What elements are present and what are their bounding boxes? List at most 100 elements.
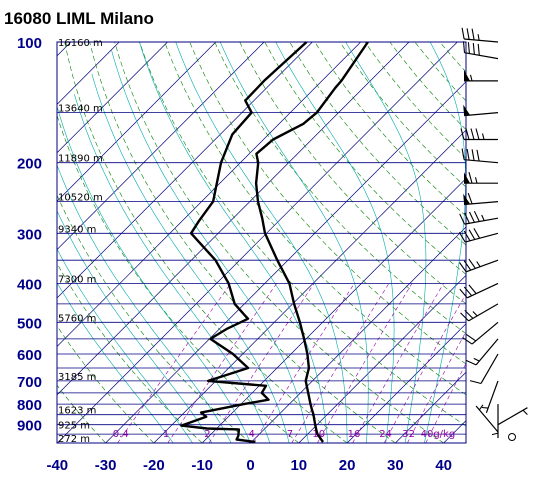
barb-flag <box>459 213 465 225</box>
barb-flag <box>469 211 475 223</box>
height-label: 16160 m <box>58 38 103 49</box>
isobar-lines <box>57 41 466 444</box>
barb-flag <box>475 128 480 140</box>
barb-flag <box>477 43 480 56</box>
barb-flag <box>463 230 471 242</box>
barb-half-flag <box>474 177 478 184</box>
isotherm-line <box>105 81 467 444</box>
barb-flag <box>458 232 466 243</box>
barb-pennant <box>463 104 471 116</box>
barb-flag <box>467 192 473 204</box>
height-label: 272 m <box>58 434 90 445</box>
pressure-tick-label: 500 <box>17 315 42 332</box>
temperature-tick-label: -10 <box>191 457 213 474</box>
wind-barb <box>481 380 499 414</box>
isotherm-line <box>57 41 458 444</box>
mixing-ratio-line <box>291 283 390 444</box>
barb-half-flag <box>478 404 484 411</box>
barb-flag <box>459 262 467 273</box>
barb-flag <box>476 149 480 162</box>
isotherm-line <box>153 129 467 444</box>
height-label: 10520 m <box>58 193 103 204</box>
dry-adiabat-line <box>56 195 251 444</box>
temperature-axis: -40 -30 -20 -10 0 10 20 30 40 <box>46 457 452 474</box>
dry-adiabat-line <box>339 41 467 188</box>
height-label: 5760 m <box>58 313 96 324</box>
isotherm-line <box>346 323 467 444</box>
barb-flag <box>465 359 477 366</box>
height-labels: 16160 m 13640 m 11890 m 10520 m 9340 m 7300 m… <box>58 38 103 445</box>
height-label: 7300 m <box>58 274 96 285</box>
wind-barb <box>459 258 499 273</box>
barb-staff <box>480 353 499 384</box>
isotherm-line <box>56 41 265 250</box>
dry-adiabat-line <box>289 41 467 246</box>
mixing-ratio-line <box>352 283 444 444</box>
isotherm-line <box>201 178 467 444</box>
barb-flag <box>464 310 474 319</box>
barb-staff <box>466 282 499 299</box>
dry-adiabat-line <box>239 41 467 305</box>
dry-adiabat-line <box>214 41 467 334</box>
temperature-tick-label: -20 <box>143 457 165 474</box>
temperature-tick-label: 0 <box>246 457 254 474</box>
temperature-tick-label: -40 <box>46 457 68 474</box>
dry-adiabat-line <box>56 325 155 444</box>
pressure-tick-label: 200 <box>17 156 42 173</box>
pressure-tick-label: 300 <box>17 226 42 243</box>
isotherm-line <box>56 41 120 105</box>
moist-adiabat-line <box>345 41 427 444</box>
barb-pennant <box>464 69 470 81</box>
temperature-tick-label: 20 <box>339 457 356 474</box>
barb-flag <box>459 288 468 299</box>
barb-half-flag <box>481 214 485 221</box>
barb-flag <box>461 27 465 40</box>
isotherm-lines <box>56 41 467 444</box>
moist-adiabat-lines <box>56 41 466 444</box>
moist-adiabat-line <box>424 41 466 444</box>
barb-half-flag <box>481 406 489 409</box>
isotherm-line <box>298 275 467 444</box>
wind-barb <box>459 210 499 225</box>
wind-barb <box>464 69 498 82</box>
barb-staff <box>497 407 528 426</box>
barb-half-flag <box>522 409 528 415</box>
barb-staff <box>485 380 499 414</box>
pressure-tick-label: 800 <box>17 397 42 414</box>
barb-pennant <box>463 193 471 205</box>
mixing-ratio-line <box>425 363 467 444</box>
height-label: 925 m <box>58 420 90 431</box>
barb-flag <box>473 228 481 239</box>
wind-barb <box>460 303 499 322</box>
isotherm-line <box>56 41 361 347</box>
barb-flag <box>468 258 476 269</box>
dewpoint-profile <box>180 41 308 444</box>
height-label: 11890 m <box>58 154 103 165</box>
barb-flag <box>463 286 473 297</box>
moist-adiabat-line <box>91 73 290 444</box>
barb-staff <box>471 321 499 345</box>
calm-circle <box>508 433 516 441</box>
barb-staff <box>464 159 499 164</box>
dry-adiabat-line <box>314 41 467 217</box>
barb-staff <box>464 38 499 43</box>
barb-flag <box>460 312 469 322</box>
mixing-ratio-line <box>317 283 413 444</box>
barb-flag <box>468 284 477 294</box>
barb-half-flag <box>469 74 473 82</box>
barb-flag <box>465 128 470 140</box>
station-title: 16080 LIML Milano <box>4 9 154 28</box>
barb-flag <box>468 172 473 184</box>
barb-flag <box>462 41 466 53</box>
dry-adiabat-line <box>414 41 467 102</box>
mixing-ratio-label: 4 <box>249 429 255 440</box>
isotherm-line <box>56 41 410 396</box>
wind-barb <box>462 41 499 60</box>
dry-adiabat-line <box>56 115 299 444</box>
barb-flag <box>470 128 475 140</box>
barb-flag <box>466 148 470 161</box>
barb-flag <box>461 148 465 160</box>
wind-barb <box>463 192 499 206</box>
moist-adiabat-line <box>56 106 251 444</box>
